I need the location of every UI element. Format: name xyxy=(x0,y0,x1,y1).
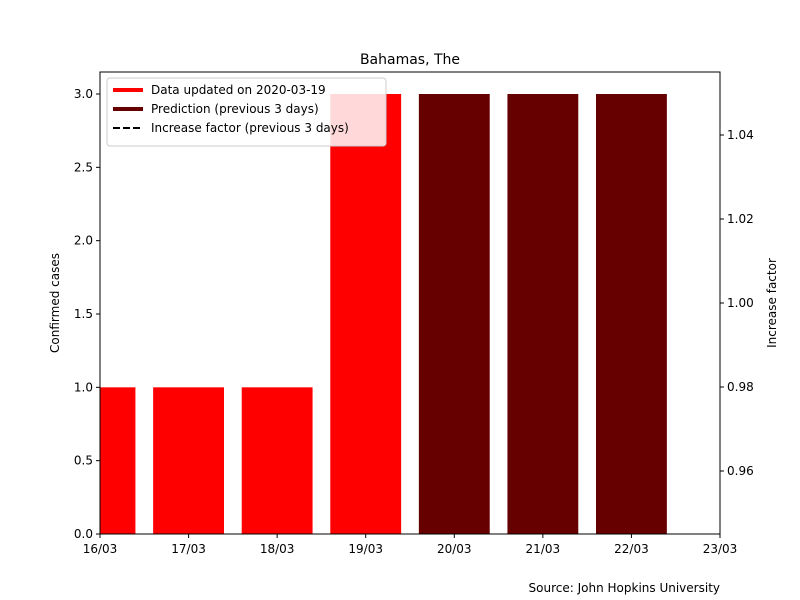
x-tick-label: 19/03 xyxy=(348,542,383,556)
bars-layer xyxy=(100,94,667,534)
bar-0-3 xyxy=(330,94,402,534)
legend-label-0: Data updated on 2020-03-19 xyxy=(151,83,326,97)
bar-1-0 xyxy=(418,94,490,534)
y-tick-label: 1.0 xyxy=(74,380,93,394)
chart-title: Bahamas, The xyxy=(360,52,460,68)
y-tick-label: 2.5 xyxy=(74,160,93,174)
legend: Data updated on 2020-03-19 Prediction (pr… xyxy=(106,77,387,147)
y-tick-label: 0.5 xyxy=(74,454,93,468)
y-axis-left: 0.0 0.5 1.0 1.5 2.0 2.5 3.0 xyxy=(74,87,100,541)
x-tick-label: 18/03 xyxy=(260,542,295,556)
y-tick-label: 2.0 xyxy=(74,234,93,248)
legend-label-1: Prediction (previous 3 days) xyxy=(151,102,319,116)
bar-1-2 xyxy=(596,94,667,534)
y2-tick-label: 1.00 xyxy=(727,296,754,310)
y-axis-right: 0.96 0.98 1.00 1.02 1.04 xyxy=(720,128,754,478)
y2-tick-label: 0.98 xyxy=(727,380,754,394)
legend-box xyxy=(106,77,387,147)
legend-label-2: Increase factor (previous 3 days) xyxy=(151,121,349,135)
x-tick-label: 17/03 xyxy=(171,542,206,556)
y-tick-label: 3.0 xyxy=(74,87,93,101)
y2-tick-label: 0.96 xyxy=(727,464,754,478)
x-tick-label: 16/03 xyxy=(83,542,118,556)
bar-0-0 xyxy=(100,387,136,534)
bar-1-1 xyxy=(507,94,579,534)
bar-0-2 xyxy=(241,387,313,534)
x-tick-label: 20/03 xyxy=(437,542,472,556)
y-tick-label: 0.0 xyxy=(74,527,93,541)
y2-axis-label: Increase factor xyxy=(765,258,779,348)
x-tick-label: 22/03 xyxy=(614,542,649,556)
source-note: Source: John Hopkins University xyxy=(529,581,720,595)
x-tick-label: 21/03 xyxy=(526,542,561,556)
bar-0-1 xyxy=(153,387,224,534)
x-axis: 16/03 17/03 18/03 19/03 20/03 21/03 22/03 23/03 xyxy=(83,534,738,556)
y-tick-label: 1.5 xyxy=(74,307,93,321)
y2-tick-label: 1.02 xyxy=(727,212,754,226)
y-axis-label: Confirmed cases xyxy=(48,253,62,353)
x-tick-label: 23/03 xyxy=(703,542,738,556)
y2-tick-label: 1.04 xyxy=(727,128,754,142)
